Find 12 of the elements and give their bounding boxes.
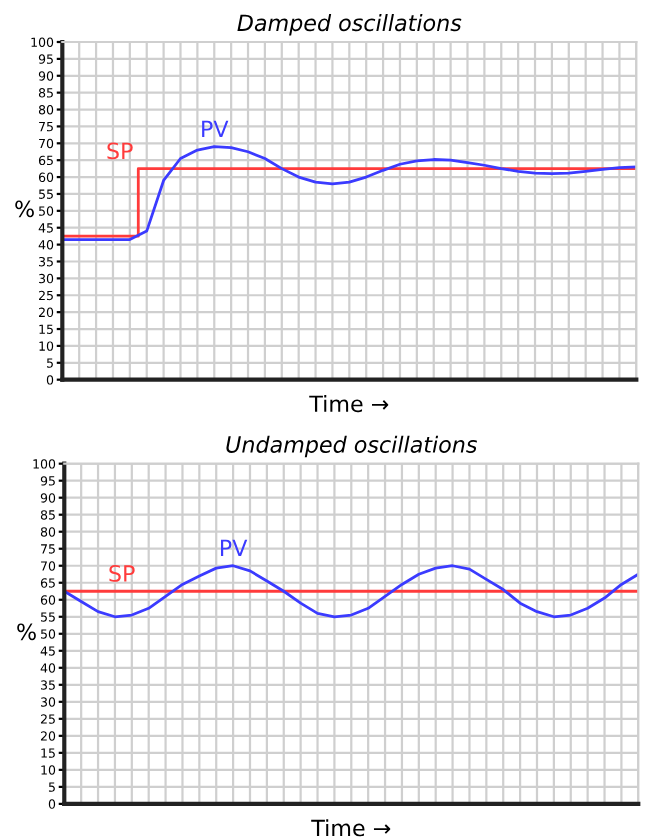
chart-title: Damped oscillations [237,14,462,36]
y-axis-title: % [15,200,34,218]
series-label: PV [220,539,248,557]
series-label: SP [109,565,135,582]
chart-title: Undamped oscillations [226,435,477,458]
line-series [62,145,637,241]
x-axis-title: Time → [309,394,389,413]
series-label: PV [202,120,229,137]
series-label: SP [107,142,133,160]
y-axis-title: % [17,623,36,641]
line-series [64,564,639,619]
x-axis-title: Time → [311,819,391,837]
